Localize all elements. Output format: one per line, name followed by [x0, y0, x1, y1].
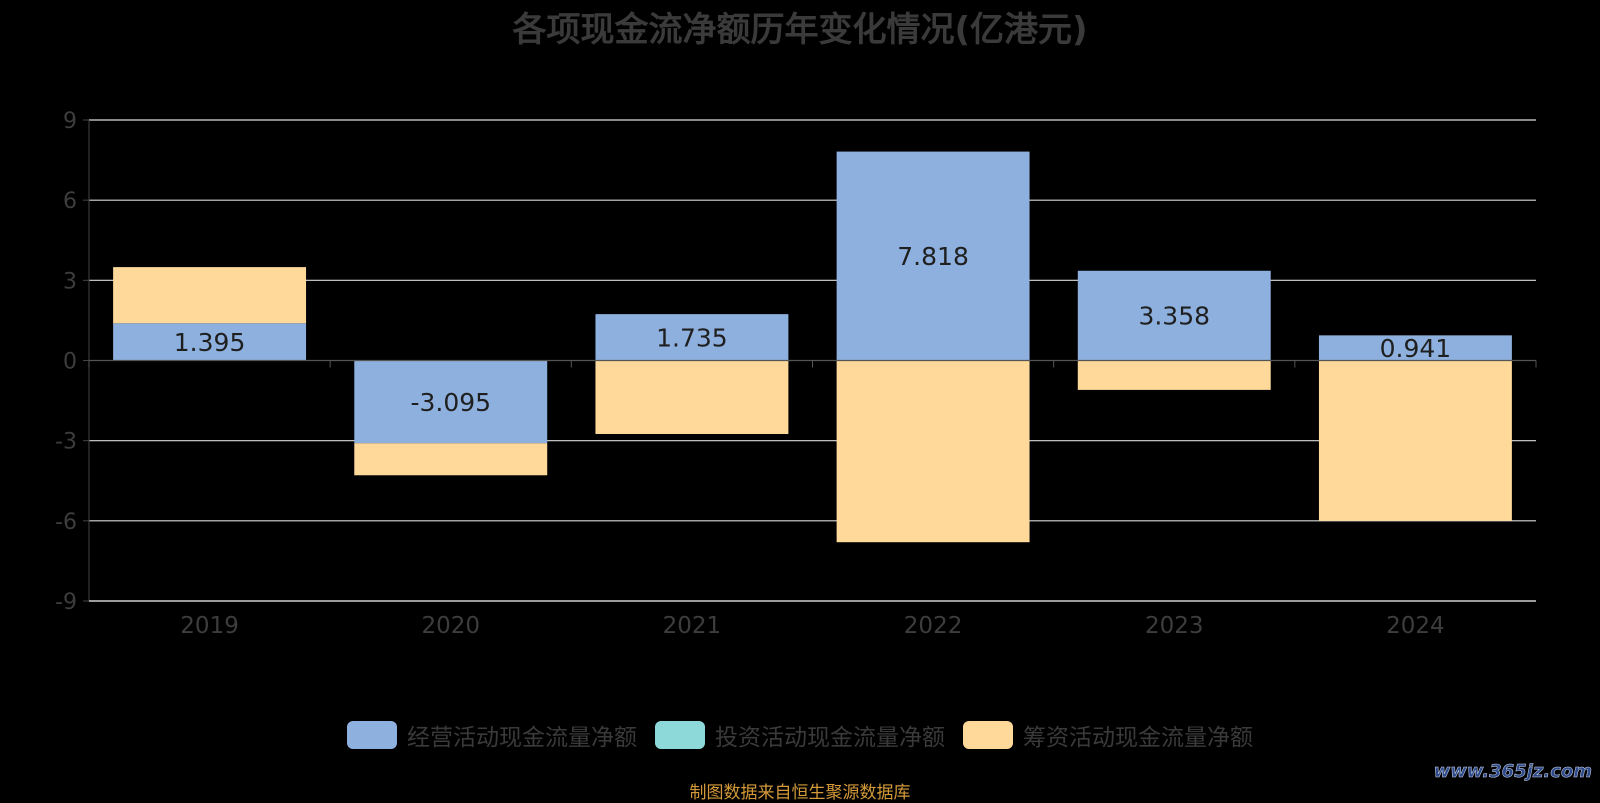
source-note: 制图数据来自恒生聚源数据库: [689, 783, 911, 803]
bar-2022-series-2: [836, 360, 1030, 543]
x-tick-label-2023: 2023: [1145, 613, 1204, 639]
bar-2019-series-0: [113, 323, 307, 361]
y-tick-label: 6: [63, 189, 77, 214]
bar-2020-series-0: [354, 360, 548, 444]
legend-label-investing: 投资活动现金流量净额: [715, 725, 945, 751]
data-label-2019: 1.395: [174, 328, 246, 357]
legend-label-operating: 经营活动现金流量净额: [407, 725, 637, 751]
bar-2024-series-0: [1318, 335, 1512, 361]
x-tick-label-2020: 2020: [421, 613, 480, 639]
legend-swatch-investing: [655, 721, 705, 749]
y-tick-label: -6: [55, 510, 77, 535]
x-tick-label-2024: 2024: [1386, 613, 1445, 639]
bar-2021-series-0: [595, 314, 789, 361]
bar-2023-series-2: [1077, 360, 1271, 390]
chart-plot: 1.395 -3.095 1.735 7.818 3.358 0.941 9 6 3 0 -3 -6…: [55, 109, 1537, 639]
legend-item-investing[interactable]: 投资活动现金流量净额: [655, 718, 945, 752]
legend-swatch-operating: [347, 721, 397, 749]
y-tick-label: 0: [63, 350, 77, 375]
x-tick-label-2019: 2019: [180, 613, 239, 639]
axis-layer: 9 6 3 0 -3 -6 -9 2019 2020 2021 2022 2023 2024: [55, 109, 1537, 639]
legend-swatch-financing: [963, 721, 1013, 749]
bar-2021-series-2: [595, 360, 789, 434]
x-tick-label-2021: 2021: [663, 613, 722, 639]
data-label-2024: 0.941: [1380, 334, 1452, 363]
data-label-2021: 1.735: [656, 323, 728, 352]
legend: 经营活动现金流量净额 投资活动现金流量净额 筹资活动现金流量净额: [0, 718, 1600, 752]
bar-2022-series-0: [836, 151, 1030, 361]
data-label-2023: 3.358: [1138, 302, 1210, 331]
legend-label-financing: 筹资活动现金流量净额: [1023, 725, 1253, 751]
label-layer: 1.395 -3.095 1.735 7.818 3.358 0.941: [174, 242, 1451, 417]
x-tick-label-2022: 2022: [904, 613, 963, 639]
chart-title: 各项现金流净额历年变化情况(亿港元): [512, 10, 1088, 50]
y-tick-label: -9: [55, 590, 77, 615]
y-tick-label: 3: [63, 269, 77, 294]
y-tick-label: -3: [55, 430, 77, 455]
bar-2019-series-2: [113, 267, 307, 324]
bar-2020-series-2: [354, 443, 548, 476]
watermark: www.365jz.com: [1433, 761, 1592, 783]
bar-layer: [113, 151, 1512, 543]
data-label-2020: -3.095: [410, 388, 491, 417]
data-label-2022: 7.818: [897, 242, 969, 271]
bar-2023-series-0: [1077, 270, 1271, 361]
legend-item-financing[interactable]: 筹资活动现金流量净额: [963, 718, 1253, 752]
bar-2024-series-2: [1318, 360, 1512, 521]
legend-item-operating[interactable]: 经营活动现金流量净额: [347, 718, 637, 752]
y-tick-label: 9: [63, 109, 77, 134]
